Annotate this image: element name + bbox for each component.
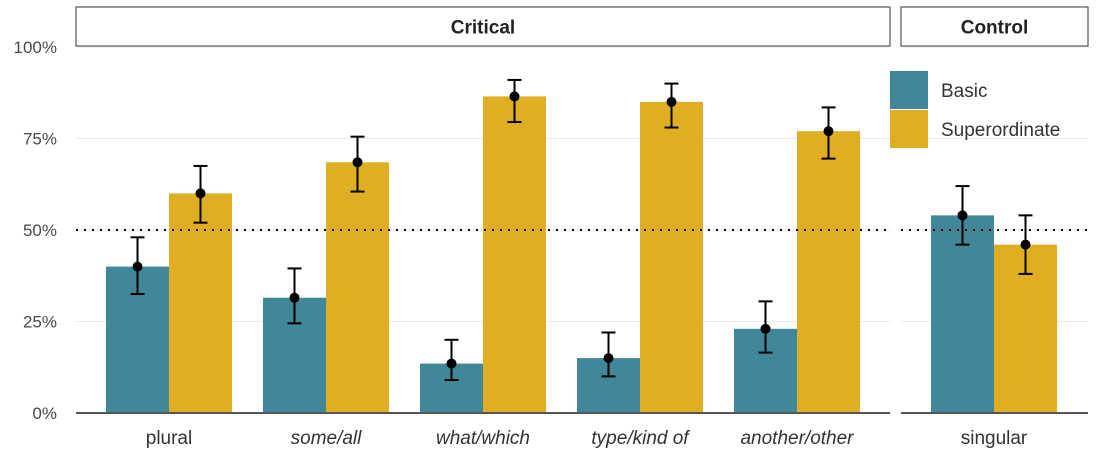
mean-point (509, 91, 520, 102)
mean-point (289, 292, 300, 303)
panels: Critical plural some/all what/which type/kin… (75, 6, 1089, 449)
facet-strip-label: Control (961, 18, 1029, 39)
x-tick-label: singular (961, 428, 1028, 449)
bar-superordinate (326, 162, 389, 413)
bar-superordinate (169, 193, 232, 413)
x-tick-label: some/all (291, 428, 363, 449)
mean-point (1020, 239, 1031, 250)
facet-strip (900, 6, 1089, 47)
legend-swatch-basic (890, 71, 928, 109)
bar-superordinate (483, 96, 546, 413)
legend: Basic Superordinate (890, 71, 1060, 148)
x-tick-label: type/kind of (591, 428, 690, 449)
mean-point (132, 261, 143, 272)
mean-point (603, 353, 614, 364)
y-axis: 0% 25% 50% 75% 100% (14, 38, 57, 423)
panel-critical: Critical plural some/all what/which type/kin… (75, 6, 891, 449)
mean-point (195, 188, 206, 199)
panel-control: Control singular (900, 6, 1089, 449)
x-tick-label: another/other (740, 428, 854, 449)
bar-superordinate (797, 131, 860, 413)
mean-point (957, 210, 968, 221)
y-tick-label: 50% (23, 221, 57, 240)
mean-point (352, 157, 363, 168)
facet-strip (75, 6, 891, 47)
legend-label: Basic (941, 81, 987, 102)
facet-strip-label: Critical (451, 18, 515, 39)
mean-point (760, 323, 771, 334)
legend-label: Superordinate (941, 120, 1060, 141)
y-tick-label: 0% (32, 404, 57, 423)
y-tick-label: 25% (23, 313, 57, 332)
y-tick-label: 100% (14, 38, 57, 57)
x-tick-label: plural (146, 428, 192, 449)
legend-swatch-superordinate (890, 110, 928, 148)
mean-point (823, 126, 834, 137)
x-tick-label: what/which (436, 428, 530, 449)
bar-superordinate (640, 101, 703, 414)
y-tick-label: 75% (23, 130, 57, 149)
mean-point (666, 96, 677, 107)
bar-basic (931, 215, 994, 413)
mean-point (446, 358, 457, 369)
